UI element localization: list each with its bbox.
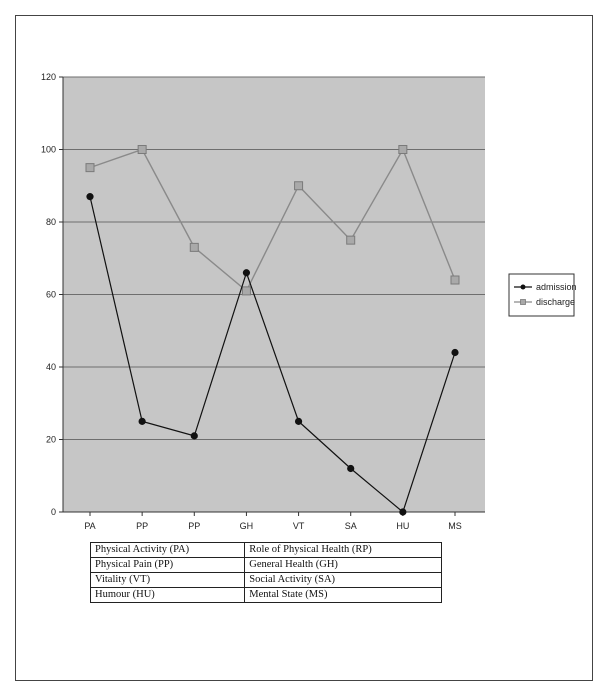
x-tick-label: MS — [448, 521, 462, 531]
y-tick-label: 40 — [46, 362, 56, 372]
y-tick-label: 0 — [51, 507, 56, 517]
data-point-admission — [242, 269, 251, 277]
data-point-admission — [399, 508, 407, 516]
table-cell: Vitality (VT) — [89, 572, 246, 588]
x-tick-label: PP — [188, 521, 200, 531]
x-tick-label: PA — [84, 521, 95, 531]
data-point-admission — [451, 348, 459, 357]
data-point-discharge — [450, 275, 460, 285]
abbreviation-table: Physical Activity (PA) Role of Physical … — [89, 542, 442, 603]
x-tick-label: PP — [136, 521, 148, 531]
legend-label-discharge: discharge — [536, 297, 575, 307]
table-cell: Physical Pain (PP) — [89, 557, 246, 573]
data-point-admission — [347, 464, 355, 473]
x-tick-labels: PA PP PP GH VT SA HU MS — [84, 512, 462, 531]
data-point-admission — [86, 193, 94, 201]
table-cell: Social Activity (SA) — [244, 572, 442, 588]
data-point-discharge — [85, 163, 95, 173]
table-row: Vitality (VT) Social Activity (SA) — [89, 572, 442, 588]
y-tick-label: 100 — [41, 145, 56, 155]
data-point-discharge — [189, 242, 199, 252]
table-cell: General Health (GH) — [244, 557, 442, 573]
y-tick-label: 120 — [41, 72, 56, 82]
legend-label-admission: admission — [536, 282, 577, 292]
series-line-discharge — [89, 147, 456, 292]
legend: admission discharge — [508, 273, 577, 317]
legend-marker-discharge — [520, 299, 526, 305]
data-point-discharge — [241, 286, 251, 296]
series — [85, 145, 460, 516]
x-tick-label: SA — [345, 521, 357, 531]
y-tick-label: 20 — [46, 435, 56, 445]
data-point-discharge — [346, 235, 356, 245]
table-cell: Humour (HU) — [89, 587, 246, 603]
y-tick-labels: 0 20 40 60 80 100 120 — [41, 72, 63, 517]
series-admission — [86, 193, 459, 516]
data-point-discharge — [398, 145, 408, 154]
data-point-admission — [190, 432, 198, 440]
legend-marker-admission — [520, 284, 526, 290]
table-row: Physical Activity (PA) Role of Physical … — [89, 542, 442, 558]
y-tick-label: 80 — [46, 217, 56, 227]
x-tick-label: VT — [293, 521, 305, 531]
gridlines — [63, 76, 485, 440]
legend-box — [508, 273, 575, 317]
x-tick-label: HU — [396, 521, 409, 531]
y-tick-label: 60 — [46, 290, 56, 300]
series-line-admission — [89, 196, 456, 514]
table-cell: Physical Activity (PA) — [89, 542, 246, 558]
data-point-admission — [294, 417, 303, 425]
data-point-discharge — [137, 145, 147, 154]
data-point-discharge — [294, 181, 304, 191]
data-point-admission — [138, 417, 146, 425]
table-row: Humour (HU) Mental State (MS) — [89, 587, 442, 603]
table-cell: Mental State (MS) — [244, 587, 442, 603]
table-row: Physical Pain (PP) General Health (GH) — [89, 557, 442, 573]
table-cell: Role of Physical Health (RP) — [244, 542, 442, 558]
series-discharge — [85, 145, 460, 296]
x-tick-label: GH — [240, 521, 254, 531]
